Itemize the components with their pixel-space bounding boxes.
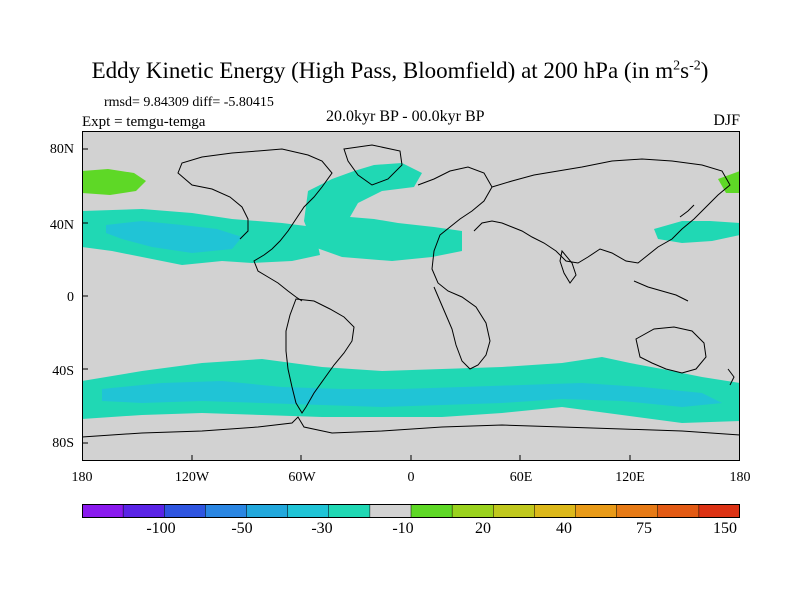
lat-label-40n: 40N bbox=[49, 218, 74, 233]
colorbar-swatch bbox=[698, 504, 740, 518]
lon-label-60w: 60W bbox=[288, 470, 316, 485]
axis-ticks bbox=[82, 148, 631, 461]
colorbar-label: -50 bbox=[231, 520, 253, 537]
lon-label-60e: 60E bbox=[509, 470, 533, 485]
sh-negative-field bbox=[82, 357, 740, 423]
lon-label-180e: 180 bbox=[729, 470, 751, 485]
colorbar-swatch bbox=[451, 504, 495, 518]
colorbar-label: 75 bbox=[636, 520, 652, 537]
colorbar-swatch bbox=[328, 504, 371, 518]
colorbar bbox=[82, 504, 740, 518]
colorbar-label: -30 bbox=[311, 520, 333, 537]
colorbar-label: -10 bbox=[392, 520, 414, 537]
colorbar-swatch bbox=[122, 504, 166, 518]
lat-label-0: 0 bbox=[67, 290, 74, 305]
lat-label-40s: 40S bbox=[52, 364, 74, 379]
colorbar-swatch bbox=[246, 504, 289, 518]
colorbar-swatch bbox=[287, 504, 330, 518]
colorbar-swatch bbox=[493, 504, 536, 518]
colorbar-swatch bbox=[205, 504, 248, 518]
colorbar-label: 20 bbox=[475, 520, 491, 537]
lat-label-80s: 80S bbox=[52, 436, 74, 451]
eke-difference-map bbox=[82, 131, 740, 461]
colorbar-label: 150 bbox=[713, 520, 737, 537]
colorbar-swatch bbox=[82, 504, 124, 518]
experiment-label: Expt = temgu-temga bbox=[82, 114, 206, 130]
colorbar-swatch bbox=[575, 504, 618, 518]
colorbar-label: -100 bbox=[146, 520, 176, 537]
colorbar-swatch bbox=[369, 504, 412, 518]
colorbar-swatch bbox=[534, 504, 577, 518]
colorbar-swatch bbox=[410, 504, 453, 518]
colorbar-swatch bbox=[657, 504, 700, 518]
lon-label-180w: 180 bbox=[71, 470, 93, 485]
lat-label-80n: 80N bbox=[49, 142, 74, 157]
rmsd-diff-stats: rmsd= 9.84309 diff= -5.80415 bbox=[104, 95, 274, 110]
lon-label-120w: 120W bbox=[174, 470, 210, 485]
coastlines bbox=[82, 144, 740, 438]
nh-negative-field bbox=[82, 163, 740, 265]
colorbar-label: 40 bbox=[556, 520, 572, 537]
colorbar-swatch bbox=[616, 504, 659, 518]
period-label: 20.0kyr BP - 00.0kyr BP bbox=[326, 108, 485, 125]
lon-label-0: 0 bbox=[407, 470, 415, 485]
season-label: DJF bbox=[713, 112, 740, 129]
lon-label-120e: 120E bbox=[615, 470, 645, 485]
chart-title: Eddy Kinetic Energy (High Pass, Bloomfie… bbox=[91, 58, 709, 83]
colorbar-swatch bbox=[164, 504, 207, 518]
